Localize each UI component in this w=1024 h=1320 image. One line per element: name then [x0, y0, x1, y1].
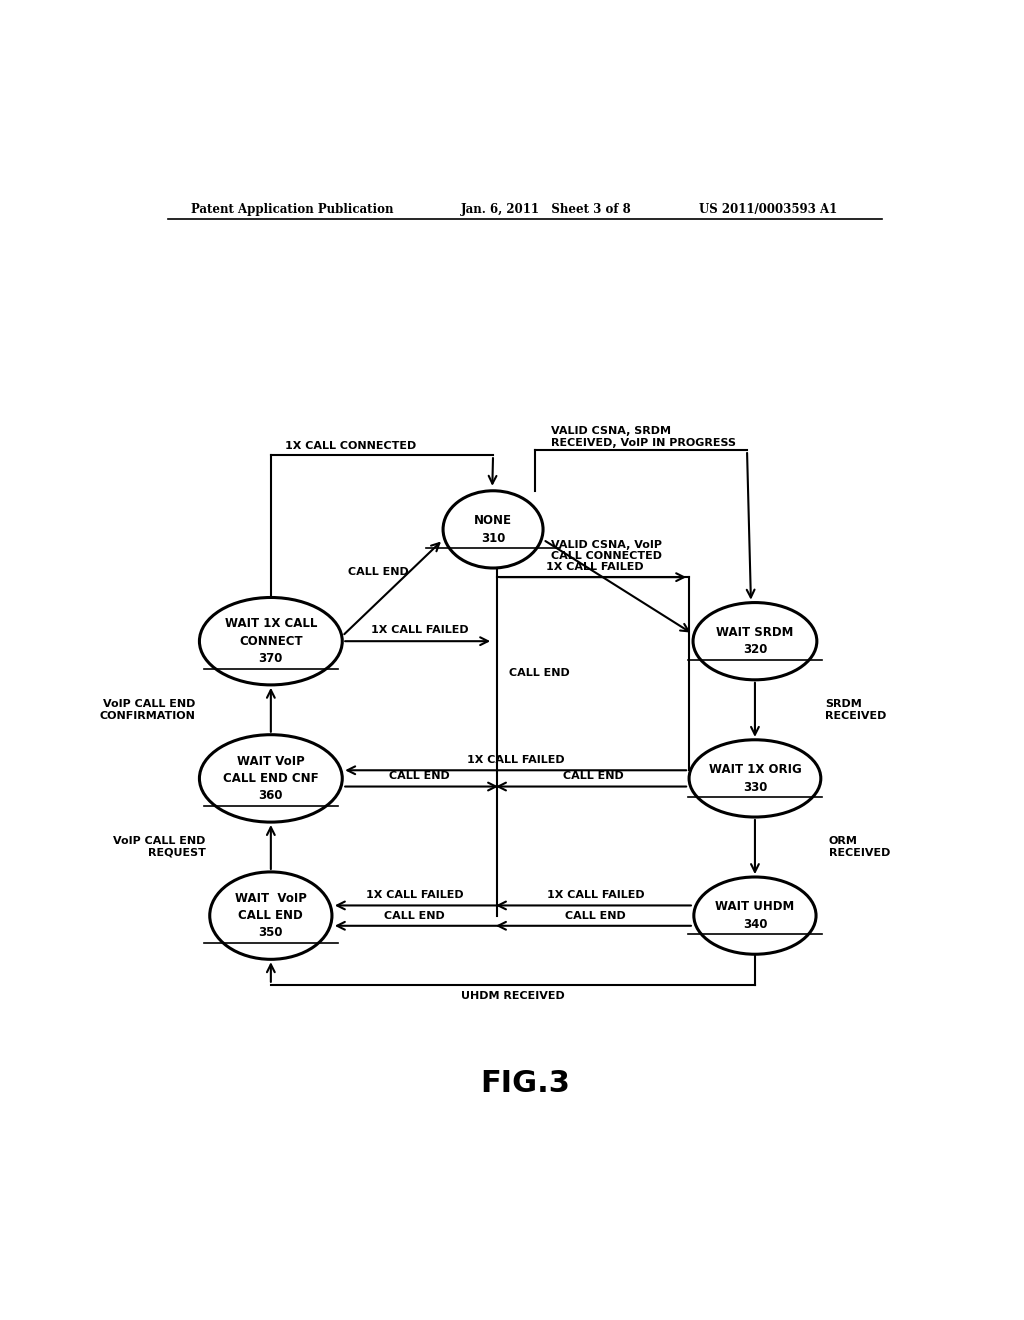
Text: 1X CALL FAILED: 1X CALL FAILED [467, 755, 564, 766]
Text: CONNECT: CONNECT [239, 635, 303, 648]
Ellipse shape [200, 735, 342, 822]
Text: VALID CSNA, VoIP
CALL CONNECTED: VALID CSNA, VoIP CALL CONNECTED [551, 540, 662, 561]
Text: FIG.3: FIG.3 [480, 1069, 569, 1098]
Text: UHDM RECEIVED: UHDM RECEIVED [461, 991, 565, 1001]
Text: 1X CALL FAILED: 1X CALL FAILED [371, 626, 468, 635]
Text: CALL END: CALL END [239, 909, 303, 923]
Text: VoIP CALL END
CONFIRMATION: VoIP CALL END CONFIRMATION [99, 700, 196, 721]
Text: 1X CALL FAILED: 1X CALL FAILED [366, 891, 463, 900]
Text: 350: 350 [259, 927, 283, 940]
Text: 1X CALL CONNECTED: 1X CALL CONNECTED [285, 441, 416, 451]
Text: CALL END: CALL END [384, 911, 444, 921]
Text: WAIT 1X ORIG: WAIT 1X ORIG [709, 763, 802, 776]
Text: CALL END CNF: CALL END CNF [223, 772, 318, 785]
Text: 310: 310 [481, 532, 505, 545]
Ellipse shape [693, 602, 817, 680]
Text: WAIT SRDM: WAIT SRDM [716, 626, 794, 639]
Text: 370: 370 [259, 652, 283, 665]
Text: WAIT  VoIP: WAIT VoIP [234, 892, 307, 904]
Ellipse shape [210, 873, 332, 960]
Text: ORM
RECEIVED: ORM RECEIVED [828, 836, 890, 858]
Text: CALL END: CALL END [389, 771, 450, 781]
Text: 1X CALL FAILED: 1X CALL FAILED [546, 562, 644, 572]
Text: VoIP CALL END
REQUEST: VoIP CALL END REQUEST [114, 836, 206, 858]
Text: CALL END: CALL END [347, 568, 409, 577]
Text: CALL END: CALL END [565, 911, 626, 921]
Text: US 2011/0003593 A1: US 2011/0003593 A1 [699, 203, 838, 215]
Text: Jan. 6, 2011   Sheet 3 of 8: Jan. 6, 2011 Sheet 3 of 8 [461, 203, 632, 215]
Ellipse shape [689, 739, 821, 817]
Ellipse shape [443, 491, 543, 568]
Text: Patent Application Publication: Patent Application Publication [191, 203, 394, 215]
Text: 330: 330 [742, 780, 767, 793]
Text: WAIT 1X CALL: WAIT 1X CALL [224, 618, 317, 631]
Text: WAIT UHDM: WAIT UHDM [716, 900, 795, 913]
Text: CALL END: CALL END [509, 668, 569, 678]
Text: CALL END: CALL END [562, 771, 624, 781]
Text: VALID CSNA, SRDM
RECEIVED, VoIP IN PROGRESS: VALID CSNA, SRDM RECEIVED, VoIP IN PROGR… [551, 426, 736, 447]
Ellipse shape [200, 598, 342, 685]
Text: SRDM
RECEIVED: SRDM RECEIVED [824, 700, 886, 721]
Text: 320: 320 [742, 643, 767, 656]
Text: 340: 340 [742, 917, 767, 931]
Text: NONE: NONE [474, 515, 512, 527]
Text: 1X CALL FAILED: 1X CALL FAILED [547, 891, 644, 900]
Text: WAIT VoIP: WAIT VoIP [237, 755, 305, 768]
Text: 360: 360 [259, 789, 283, 803]
Ellipse shape [694, 876, 816, 954]
